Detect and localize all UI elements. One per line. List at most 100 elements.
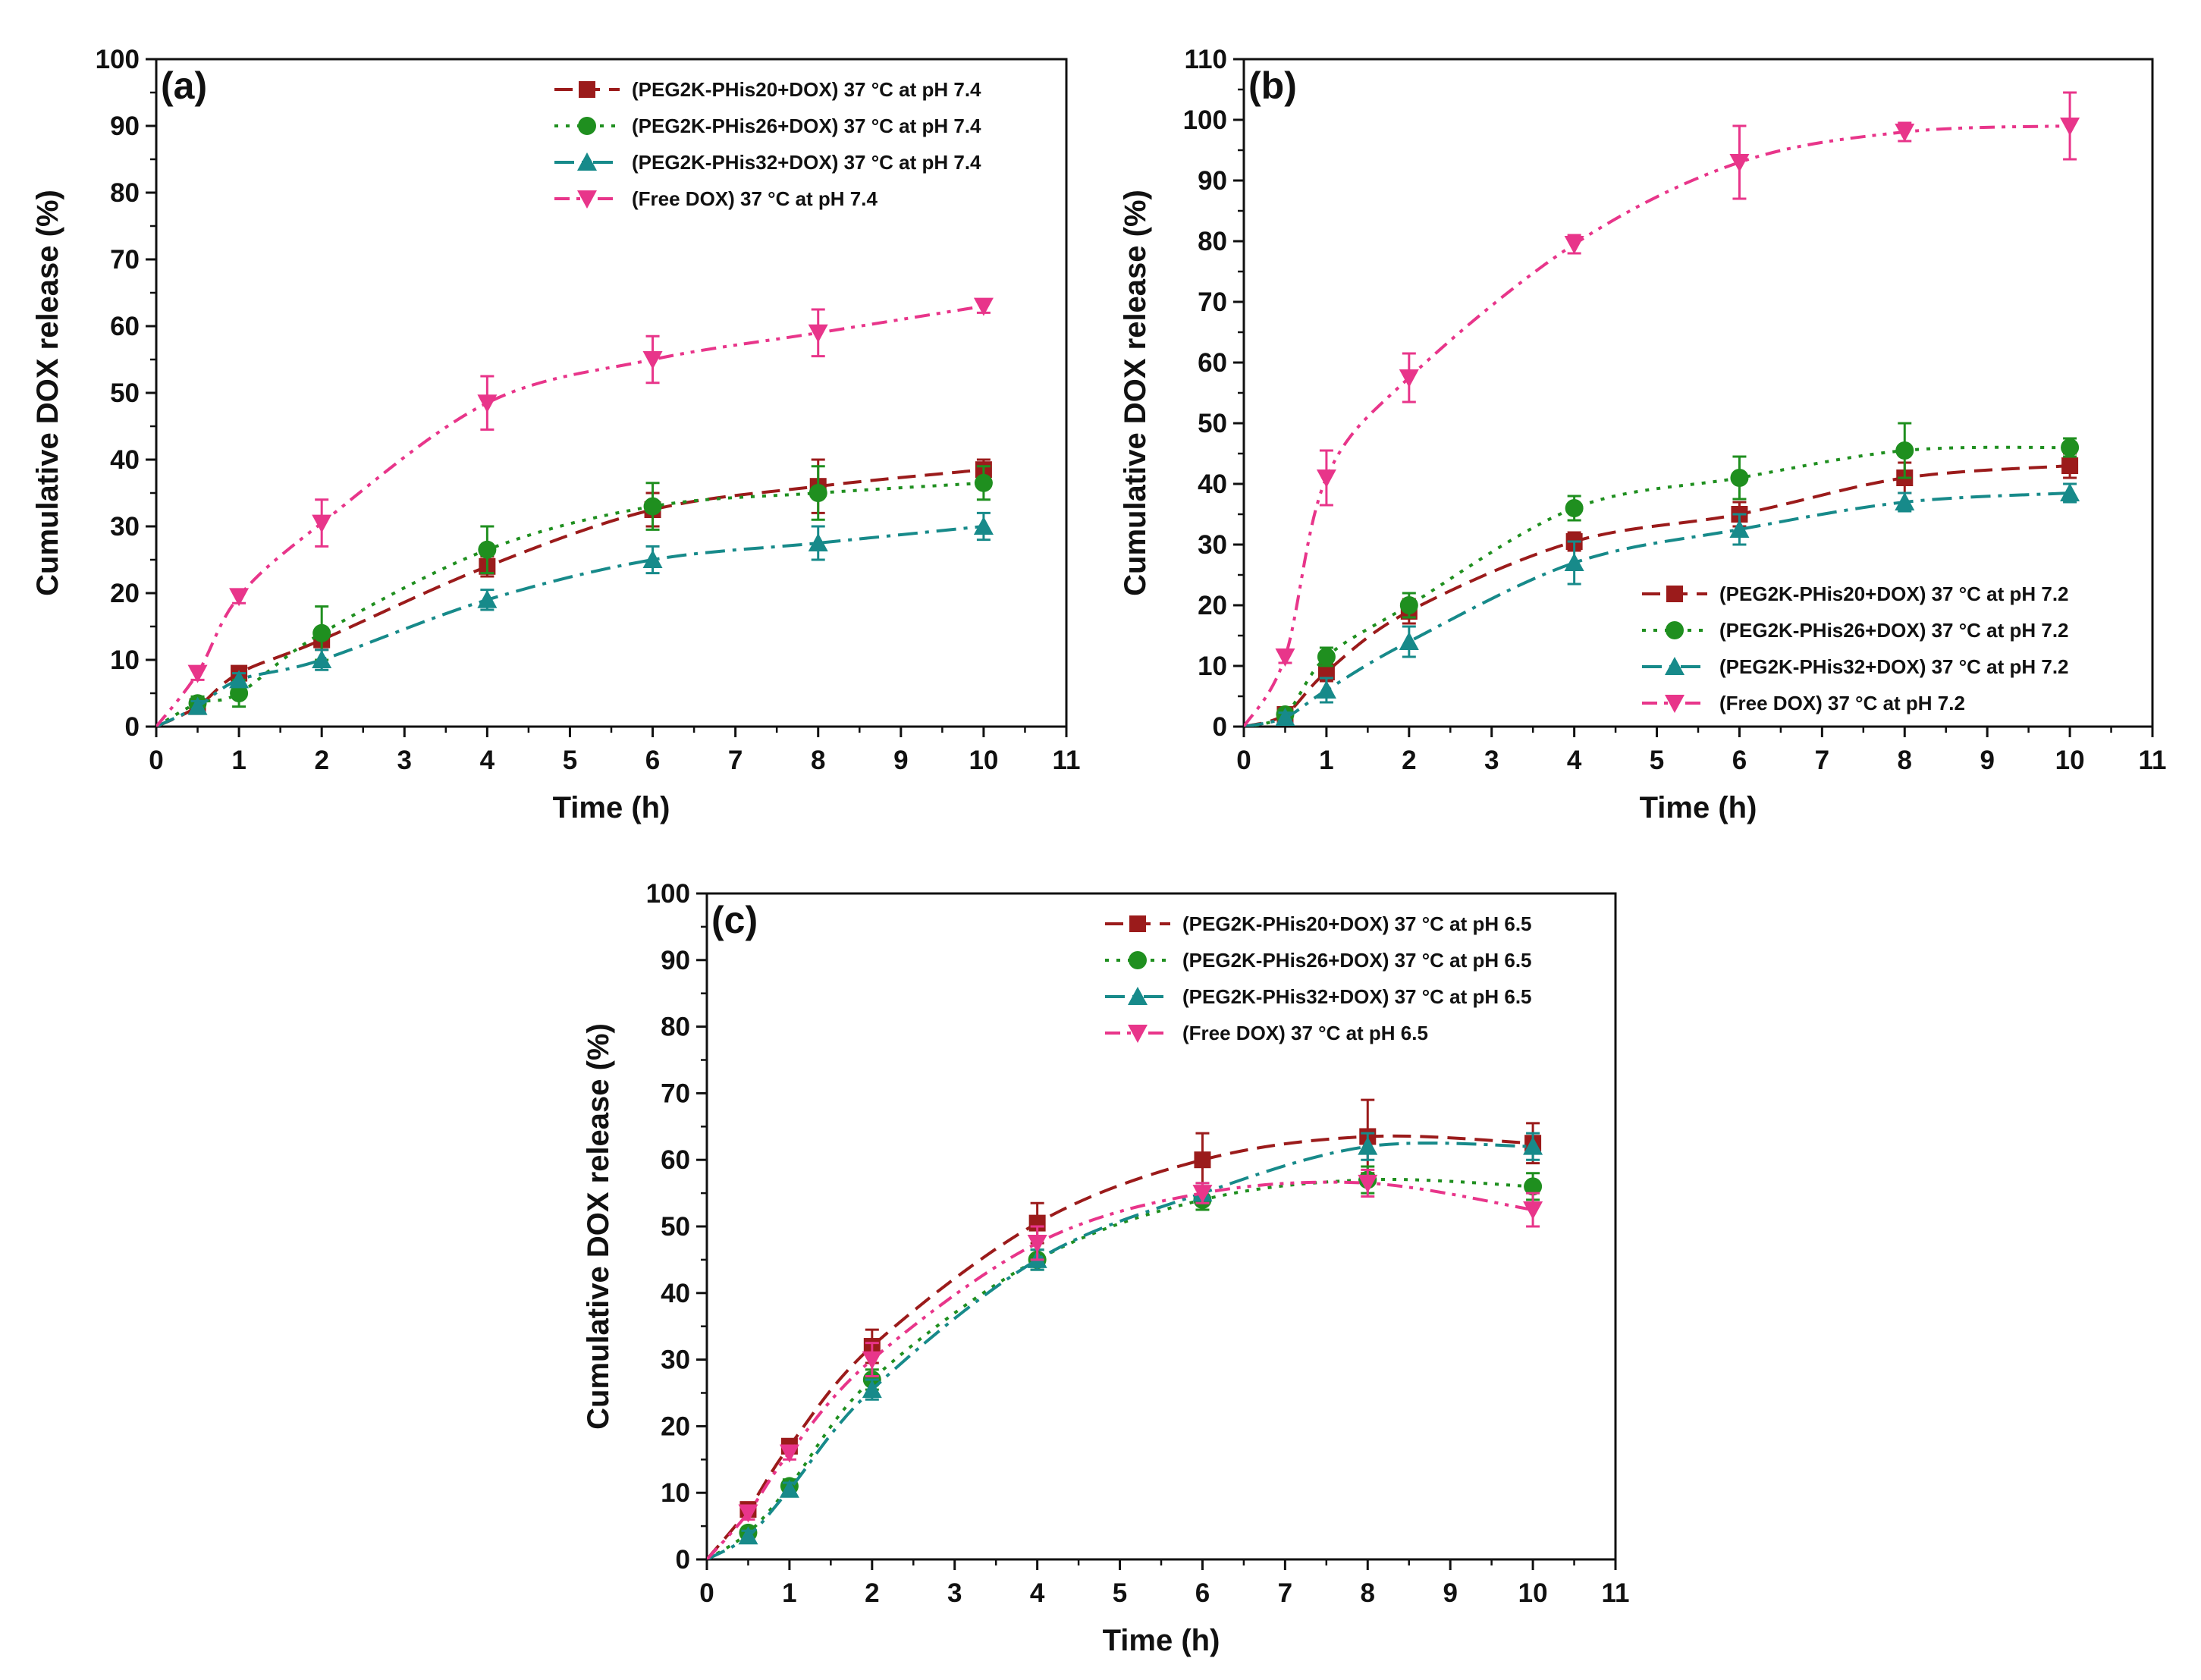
data-point <box>642 351 663 369</box>
panel-label: (b) <box>1248 64 1297 107</box>
data-point <box>1729 154 1750 172</box>
data-point <box>738 1504 758 1523</box>
legend-label: (Free DOX) 37 °C at pH 7.4 <box>632 187 878 210</box>
y-tick-label: 50 <box>661 1212 690 1242</box>
y-tick-label: 10 <box>1198 652 1227 681</box>
x-tick-label: 5 <box>1650 746 1664 775</box>
x-axis-label: Time (h) <box>1640 791 1757 824</box>
x-tick-label: 1 <box>231 746 246 775</box>
legend-marker <box>579 81 595 98</box>
series-2 <box>1244 482 2080 727</box>
y-tick-label: 50 <box>110 378 140 408</box>
panel-label: (a) <box>161 64 207 107</box>
y-tick-label: 0 <box>125 712 140 742</box>
chart-panel-1: 0 1 2 3 4 5 6 7 8 9 10 110102030405060708090100110T… <box>1119 45 2167 824</box>
legend-label: (PEG2K-PHis20+DOX) 37 °C at pH 7.2 <box>1719 583 2069 605</box>
x-tick-label: 9 <box>1980 746 1994 775</box>
legend-label: (Free DOX) 37 °C at pH 6.5 <box>1182 1022 1428 1044</box>
y-tick-label: 80 <box>1198 227 1227 256</box>
y-tick-label: 70 <box>110 245 140 275</box>
y-tick-label: 90 <box>1198 166 1227 196</box>
data-point <box>1399 369 1419 388</box>
legend-label: (PEG2K-PHis32+DOX) 37 °C at pH 7.2 <box>1719 655 2069 678</box>
series-line-2 <box>156 525 984 727</box>
series-2 <box>156 511 994 727</box>
data-point <box>187 664 208 683</box>
x-axis-label: Time (h) <box>553 791 670 824</box>
data-point <box>1523 1201 1543 1220</box>
legend-marker <box>1129 915 1146 932</box>
y-tick-label: 90 <box>110 111 140 141</box>
data-point <box>973 297 994 316</box>
data-point <box>1194 1151 1211 1169</box>
legend: (PEG2K-PHis20+DOX) 37 °C at pH 7.4 (PEG2K… <box>554 78 981 210</box>
x-tick-label: 6 <box>645 746 660 775</box>
legend-marker <box>1666 586 1683 602</box>
x-tick-label: 10 <box>969 746 998 775</box>
data-point <box>862 1380 882 1399</box>
legend-label: (PEG2K-PHis32+DOX) 37 °C at pH 7.4 <box>632 151 981 174</box>
x-tick-label: 5 <box>563 746 577 775</box>
series-line-0 <box>707 1134 1534 1559</box>
y-axis-label: Cumulative DOX release (%) <box>31 190 64 596</box>
x-tick-label: 9 <box>893 746 908 775</box>
x-tick-label: 9 <box>1443 1578 1457 1608</box>
data-point <box>229 670 250 689</box>
data-point <box>1192 1185 1213 1204</box>
legend-label: (PEG2K-PHis32+DOX) 37 °C at pH 6.5 <box>1182 985 1532 1008</box>
x-tick-label: 8 <box>1898 746 1912 775</box>
series-line-0 <box>156 468 984 727</box>
data-point <box>477 589 498 608</box>
x-tick-label: 4 <box>480 746 495 775</box>
data-point <box>1399 596 1418 614</box>
series-line-1 <box>707 1177 1534 1559</box>
y-tick-label: 10 <box>110 645 140 675</box>
data-point <box>1027 1234 1047 1253</box>
legend-label: (PEG2K-PHis26+DOX) 37 °C at pH 6.5 <box>1182 949 1532 972</box>
x-tick-label: 7 <box>728 746 743 775</box>
x-tick-label: 3 <box>397 746 412 775</box>
data-point <box>1358 1174 1378 1193</box>
x-tick-label: 2 <box>314 746 328 775</box>
series-line-3 <box>707 1180 1534 1559</box>
legend-item: (PEG2K-PHis32+DOX) 37 °C at pH 7.4 <box>554 151 981 174</box>
y-axis-label: Cumulative DOX release (%) <box>582 1023 615 1430</box>
x-tick-label: 6 <box>1195 1578 1210 1608</box>
x-tick-label: 4 <box>1030 1578 1045 1608</box>
series-2 <box>707 1132 1543 1559</box>
x-tick-label: 8 <box>1361 1578 1375 1608</box>
y-tick-label: 20 <box>1198 591 1227 620</box>
series-line-3 <box>156 304 984 727</box>
legend-item: (PEG2K-PHis20+DOX) 37 °C at pH 7.4 <box>554 78 981 101</box>
x-tick-label: 5 <box>1113 1578 1127 1608</box>
y-tick-label: 30 <box>661 1346 690 1375</box>
data-point <box>2060 118 2080 136</box>
y-tick-label: 20 <box>661 1412 690 1441</box>
legend-label: (PEG2K-PHis26+DOX) 37 °C at pH 7.4 <box>632 115 981 137</box>
data-point <box>477 394 498 413</box>
legend-item: (PEG2K-PHis32+DOX) 37 °C at pH 7.2 <box>1642 655 2069 678</box>
x-tick-label: 2 <box>865 1578 879 1608</box>
y-tick-label: 40 <box>1198 469 1227 499</box>
data-point <box>808 484 827 502</box>
y-tick-label: 50 <box>1198 409 1227 438</box>
legend-label: (PEG2K-PHis20+DOX) 37 °C at pH 6.5 <box>1182 912 1532 935</box>
legend-item: (PEG2K-PHis32+DOX) 37 °C at pH 6.5 <box>1105 985 1532 1008</box>
y-tick-label: 70 <box>661 1079 690 1108</box>
series-1 <box>156 465 993 727</box>
series-line-1 <box>156 481 984 727</box>
y-tick-label: 30 <box>1198 530 1227 560</box>
legend: (PEG2K-PHis20+DOX) 37 °C at pH 7.2 (PEG2K… <box>1642 583 2069 714</box>
data-point <box>1275 648 1295 667</box>
legend-item: (Free DOX) 37 °C at pH 7.2 <box>1642 692 1965 714</box>
data-point <box>1895 124 1915 142</box>
data-point <box>312 650 332 668</box>
data-point <box>1565 499 1584 517</box>
x-tick-label: 10 <box>1518 1578 1548 1608</box>
data-point <box>1316 680 1336 699</box>
legend-item: (PEG2K-PHis26+DOX) 37 °C at pH 7.4 <box>554 115 981 137</box>
x-tick-label: 1 <box>1319 746 1333 775</box>
series-3 <box>707 1168 1543 1559</box>
x-tick-label: 4 <box>1567 746 1582 775</box>
